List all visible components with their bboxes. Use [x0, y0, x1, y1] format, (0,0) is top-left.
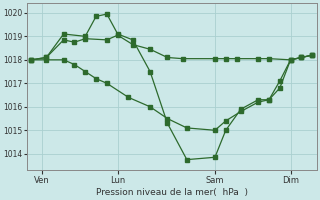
X-axis label: Pression niveau de la mer(  hPa  ): Pression niveau de la mer( hPa ): [96, 188, 248, 197]
